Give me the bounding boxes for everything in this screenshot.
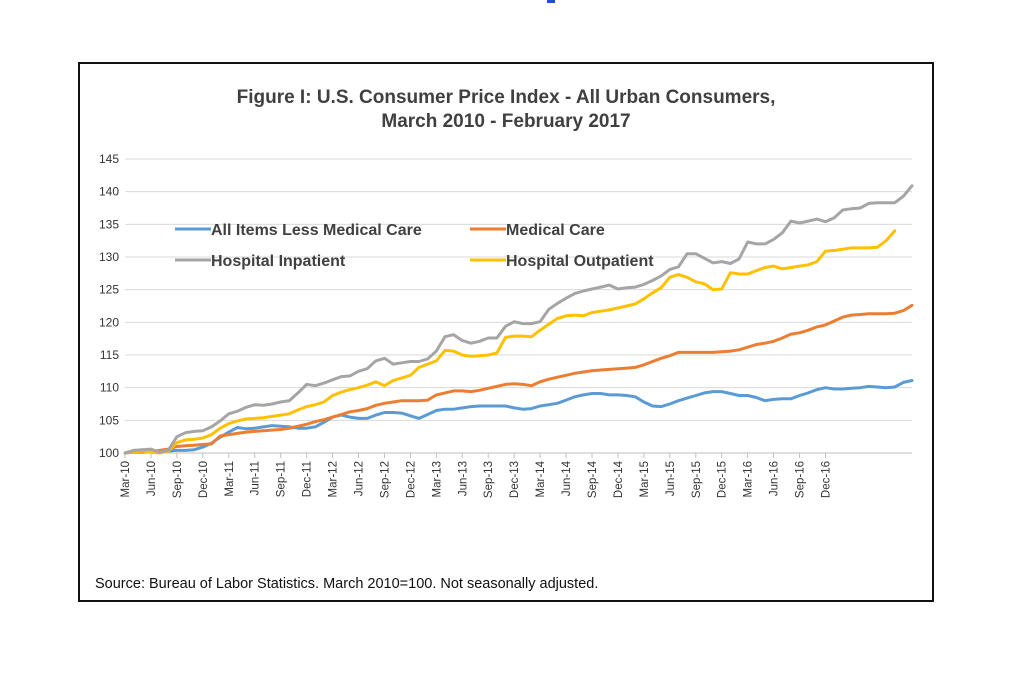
x-tick-label: Mar-10 xyxy=(120,461,132,497)
x-tick-label: Dec-15 xyxy=(717,461,729,498)
chart-title-line1: Figure I: U.S. Consumer Price Index - Al… xyxy=(236,87,776,108)
series-line-medical-care xyxy=(123,303,914,455)
series-line-hospital-outpatient xyxy=(123,229,897,455)
series-line-all-items-less-medical-care xyxy=(123,379,914,455)
x-tick-label: Sep-14 xyxy=(587,460,599,498)
x-tick-label: Sep-15 xyxy=(691,461,703,498)
x-tick-label: Jun-11 xyxy=(250,461,262,495)
y-tick-label: 110 xyxy=(100,381,119,395)
y-tick-label: 125 xyxy=(99,283,119,297)
top-marker xyxy=(547,0,555,3)
y-tick-label: 105 xyxy=(99,413,119,427)
x-axis-ticks: Mar-10 Jun-10 Sep-10 Dec-10 Mar-11 Jun-11 Sep-… xyxy=(120,453,833,498)
x-tick-label: Mar-13 xyxy=(431,461,443,497)
legend-label: Hospital Outpatient xyxy=(506,253,654,270)
x-tick-label: Dec-11 xyxy=(302,461,314,497)
x-tick-label: Dec-12 xyxy=(405,461,417,498)
x-tick-label: Jun-16 xyxy=(769,461,781,496)
x-tick-label: Dec-14 xyxy=(613,460,625,498)
x-tick-label: Jun-10 xyxy=(146,461,158,496)
series-lines xyxy=(123,184,914,455)
y-axis-ticks: 100 105 110 115 120 125 130 135 140 145 xyxy=(99,152,119,460)
x-tick-label: Jun-13 xyxy=(457,461,469,496)
x-tick-label: Mar-14 xyxy=(535,460,547,497)
x-tick-label: Mar-11 xyxy=(224,461,236,497)
x-tick-label: Sep-13 xyxy=(483,461,495,498)
legend-label: Hospital Inpatient xyxy=(211,253,346,270)
chart-title: Figure I: U.S. Consumer Price Index - Al… xyxy=(78,86,934,134)
x-tick-label: Sep-12 xyxy=(379,461,391,498)
y-tick-label: 130 xyxy=(99,250,119,264)
x-tick-label: Dec-16 xyxy=(821,461,833,498)
x-tick-label: Jun-12 xyxy=(354,461,366,496)
x-tick-label: Sep-11 xyxy=(276,461,288,497)
x-tick-label: Mar-15 xyxy=(639,461,651,497)
legend-label: All Items Less Medical Care xyxy=(211,222,422,239)
chart-subtitle: March 2010 - February 2017 xyxy=(381,111,631,132)
x-tick-label: Sep-16 xyxy=(795,461,807,498)
x-tick-label: Sep-10 xyxy=(172,461,184,498)
legend: All Items Less Medical Care Medical Care H… xyxy=(175,222,654,270)
x-tick-label: Mar-16 xyxy=(743,461,755,497)
y-tick-label: 120 xyxy=(99,315,119,329)
source-note: Source: Bureau of Labor Statistics. Marc… xyxy=(95,576,599,592)
x-tick-label: Dec-13 xyxy=(509,461,521,498)
y-tick-label: 135 xyxy=(99,217,119,231)
y-tick-label: 100 xyxy=(99,446,119,460)
series-line-hospital-inpatient xyxy=(123,184,914,455)
y-tick-label: 115 xyxy=(100,348,119,362)
y-tick-label: 145 xyxy=(99,152,119,166)
x-tick-label: Jun-14 xyxy=(561,460,573,496)
x-tick-label: Dec-10 xyxy=(198,461,210,498)
x-tick-label: Jun-15 xyxy=(665,461,677,496)
x-tick-label: Mar-12 xyxy=(328,461,340,497)
y-tick-label: 140 xyxy=(99,185,119,199)
legend-label: Medical Care xyxy=(506,222,605,239)
chart-frame xyxy=(78,62,934,602)
